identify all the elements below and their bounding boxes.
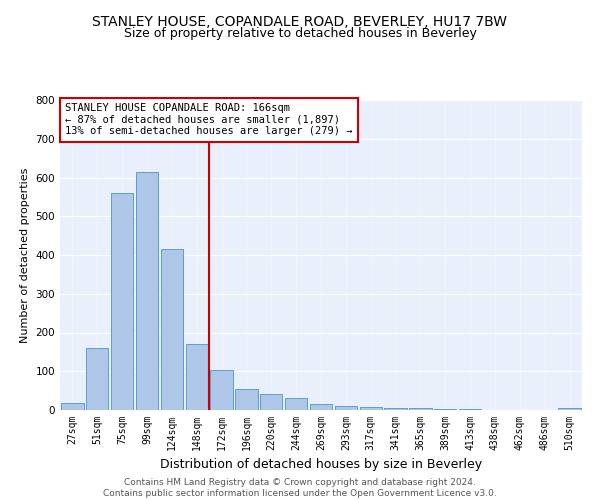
Y-axis label: Number of detached properties: Number of detached properties [20, 168, 30, 342]
Bar [285, 398, 307, 410]
Bar [211, 370, 233, 410]
Bar [335, 406, 357, 410]
Bar [235, 388, 257, 410]
Bar [385, 408, 407, 410]
Text: STANLEY HOUSE COPANDALE ROAD: 166sqm
← 87% of detached houses are smaller (1,897: STANLEY HOUSE COPANDALE ROAD: 166sqm ← 8… [65, 103, 353, 136]
Bar [260, 394, 283, 410]
Bar [61, 403, 83, 410]
Bar [559, 408, 581, 410]
Text: Size of property relative to detached houses in Beverley: Size of property relative to detached ho… [124, 28, 476, 40]
Bar [409, 408, 431, 410]
Bar [185, 344, 208, 410]
X-axis label: Distribution of detached houses by size in Beverley: Distribution of detached houses by size … [160, 458, 482, 471]
Bar [161, 249, 183, 410]
Bar [359, 407, 382, 410]
Text: STANLEY HOUSE, COPANDALE ROAD, BEVERLEY, HU17 7BW: STANLEY HOUSE, COPANDALE ROAD, BEVERLEY,… [92, 15, 508, 29]
Bar [310, 404, 332, 410]
Bar [434, 409, 457, 410]
Bar [111, 193, 133, 410]
Bar [86, 348, 109, 410]
Bar [136, 172, 158, 410]
Bar [459, 409, 481, 410]
Text: Contains HM Land Registry data © Crown copyright and database right 2024.
Contai: Contains HM Land Registry data © Crown c… [103, 478, 497, 498]
